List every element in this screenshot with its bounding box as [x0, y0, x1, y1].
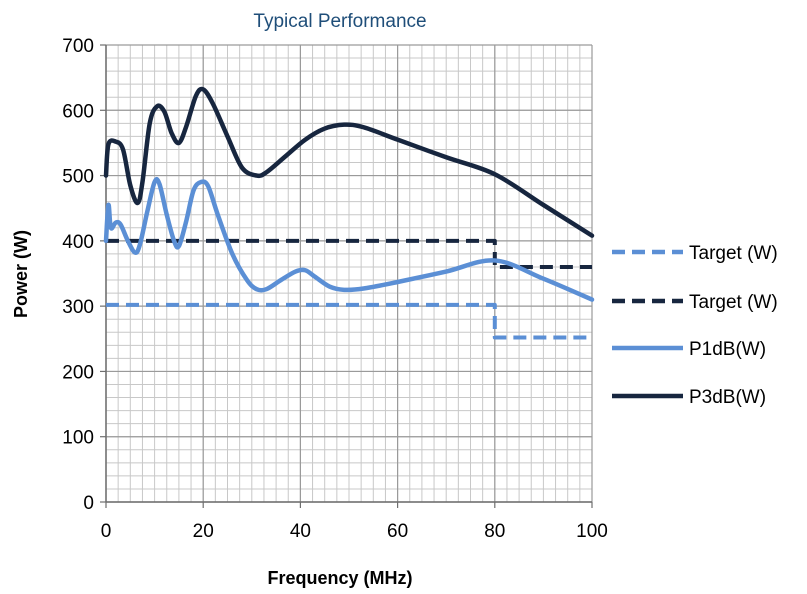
chart-title: Typical Performance — [253, 11, 426, 32]
y-tick-label: 0 — [83, 493, 94, 514]
y-tick-label: 200 — [62, 362, 94, 383]
x-tick-label: 40 — [290, 521, 311, 542]
y-tick-label: 700 — [62, 36, 94, 57]
y-tick-label: 600 — [62, 101, 94, 122]
legend-label-1: Target (W) — [689, 243, 778, 264]
legend: Target (W) Target (W) P1dB(W) P3dB(W) — [612, 243, 778, 408]
y-tick-label: 100 — [62, 428, 94, 449]
tick-labels: 0 100 200 300 400 500 600 700 0 20 40 60 80 100 — [62, 36, 608, 542]
legend-label-4: P3dB(W) — [689, 387, 766, 408]
series-lines — [103, 86, 595, 340]
axes — [100, 44, 593, 508]
gridlines — [105, 44, 593, 503]
y-tick-label: 300 — [62, 297, 94, 318]
x-tick-label: 20 — [193, 521, 214, 542]
x-tick-label: 80 — [484, 521, 505, 542]
series-line-1 — [106, 302, 592, 340]
series-line-3 — [103, 177, 595, 302]
y-tick-label: 400 — [62, 232, 94, 253]
y-axis-title: Power (W) — [11, 230, 31, 318]
series-line-4 — [103, 86, 595, 238]
y-tick-label: 500 — [62, 167, 94, 188]
x-tick-label: 60 — [387, 521, 408, 542]
x-tick-label: 100 — [576, 521, 608, 542]
legend-label-3: P1dB(W) — [689, 339, 766, 360]
legend-label-2: Target (W) — [689, 292, 778, 313]
x-tick-label: 0 — [101, 521, 112, 542]
series-line-2 — [106, 238, 592, 269]
x-axis-title: Frequency (MHz) — [267, 568, 412, 588]
